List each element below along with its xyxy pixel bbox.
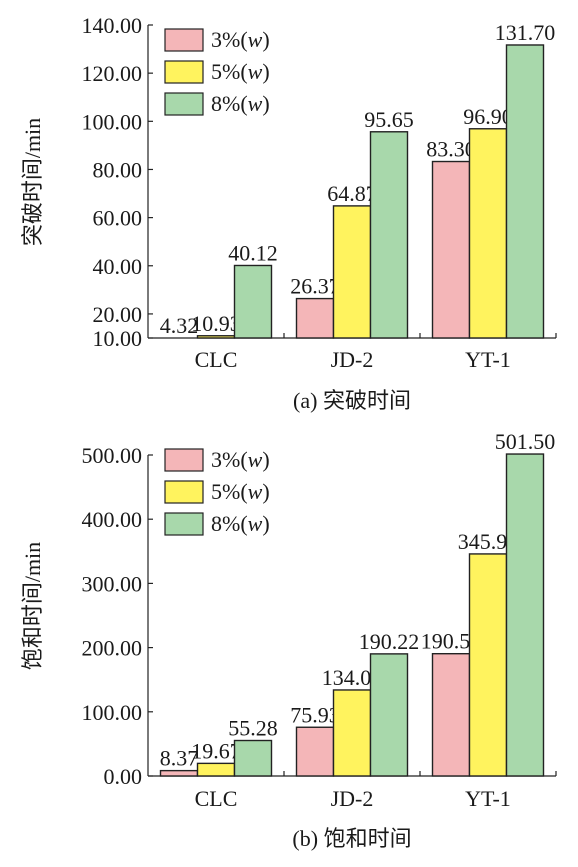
category-label: CLC xyxy=(195,786,238,811)
data-label: 64.87 xyxy=(327,181,377,206)
y-tick-label: 10.00 xyxy=(93,326,143,351)
data-label: 131.70 xyxy=(495,20,556,45)
bar xyxy=(233,739,273,777)
y-tick-label: 120.00 xyxy=(82,61,143,86)
data-label: 501.50 xyxy=(495,429,556,454)
bar xyxy=(431,652,471,777)
bar xyxy=(468,128,508,339)
data-label: 8.37 xyxy=(160,746,199,771)
y-tick-label: 200.00 xyxy=(82,636,143,661)
bar xyxy=(332,689,372,777)
legend-label: 8%(w) xyxy=(211,511,270,536)
bar xyxy=(369,131,409,339)
data-label: 4.32 xyxy=(160,313,199,338)
legend-swatch xyxy=(164,92,204,116)
data-label: 83.30 xyxy=(426,137,476,162)
bar xyxy=(369,653,409,777)
y-tick-label: 140.00 xyxy=(82,13,143,38)
data-label: 19.67 xyxy=(191,738,241,763)
y-tick-label: 40.00 xyxy=(93,254,143,279)
legend-swatch xyxy=(164,512,204,536)
y-tick-label: 0.00 xyxy=(104,764,143,789)
bar xyxy=(295,297,335,339)
legend-swatch xyxy=(164,28,204,52)
chart-caption: (b) 饱和时间 xyxy=(292,826,411,851)
chart-caption: (a) 突破时间 xyxy=(293,388,411,413)
category-label: YT-1 xyxy=(465,786,511,811)
legend-swatch xyxy=(164,448,204,472)
legend-label: 3%(w) xyxy=(211,447,270,472)
y-axis-label: 突破时间/min xyxy=(20,118,45,246)
data-label: 26.37 xyxy=(290,274,340,299)
bar xyxy=(431,160,471,339)
chart-saturation-time: 0.00 100.00 200.00 300.00 400.00 500.00 饱和时间/m… xyxy=(20,429,557,851)
category-label: JD-2 xyxy=(331,786,374,811)
category-label: CLC xyxy=(195,347,238,372)
legend-swatch xyxy=(164,60,204,84)
bar xyxy=(468,553,508,777)
y-tick-label: 500.00 xyxy=(82,443,143,468)
bar xyxy=(505,44,545,339)
data-label: 96.90 xyxy=(463,104,513,129)
data-label: 95.65 xyxy=(364,107,414,132)
bar xyxy=(332,205,372,339)
category-label: YT-1 xyxy=(465,347,511,372)
category-label: JD-2 xyxy=(331,347,374,372)
y-tick-label: 100.00 xyxy=(82,109,143,134)
legend-label: 8%(w) xyxy=(211,91,270,116)
y-tick-label: 80.00 xyxy=(93,157,143,182)
bar xyxy=(505,453,545,777)
bar xyxy=(233,264,273,339)
y-tick-label: 60.00 xyxy=(93,206,143,231)
data-label: 75.93 xyxy=(290,702,340,727)
bar xyxy=(196,335,236,339)
bar xyxy=(295,726,335,777)
data-label: 40.12 xyxy=(228,240,278,265)
legend-label: 5%(w) xyxy=(211,59,270,84)
bar xyxy=(196,762,236,777)
data-label: 55.28 xyxy=(228,716,278,741)
legend-label: 3%(w) xyxy=(211,27,270,52)
data-label: 190.22 xyxy=(359,629,420,654)
y-tick-label: 100.00 xyxy=(82,700,143,725)
legend-label: 5%(w) xyxy=(211,479,270,504)
data-label: 10.93 xyxy=(191,311,241,336)
legend-swatch xyxy=(164,480,204,504)
y-tick-label: 20.00 xyxy=(93,302,143,327)
y-axis-label: 饱和时间/min xyxy=(20,542,45,670)
y-tick-label: 300.00 xyxy=(82,571,143,596)
y-tick-label: 400.00 xyxy=(82,507,143,532)
bar xyxy=(159,769,199,777)
